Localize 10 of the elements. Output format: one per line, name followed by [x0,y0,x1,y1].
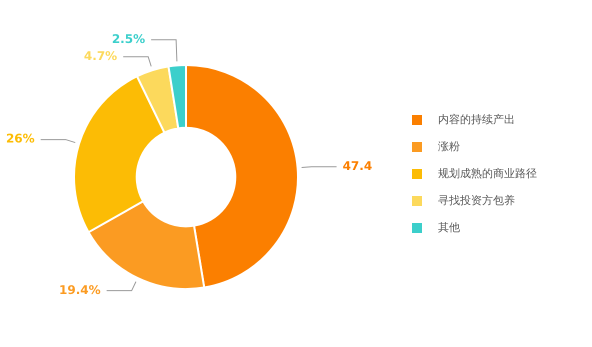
legend-label: 规划成熟的商业路径 [438,166,537,181]
legend-label: 寻找投资方包养 [438,193,515,208]
legend-label: 涨粉 [438,139,460,154]
data-label: 19.4% [58,282,101,297]
data-label: 4.7% [84,48,118,63]
data-label: 47.4 [342,158,372,173]
legend-label: 内容的持续产出 [438,112,515,127]
data-label: 2.5% [112,32,146,46]
data-label: 26% [6,132,35,146]
legend-label: 其他 [438,220,460,235]
